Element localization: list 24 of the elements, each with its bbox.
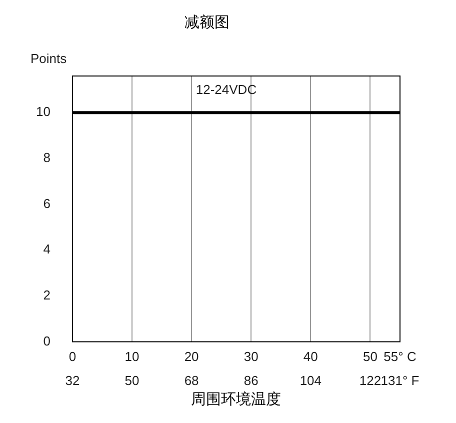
- x-tick-label: 0: [68, 349, 76, 364]
- x-tick-label: 50: [362, 349, 378, 364]
- annotation: 12-24VDC: [196, 82, 257, 98]
- y-tick-label: 8: [43, 150, 50, 166]
- x-tick-label: 40: [303, 349, 318, 364]
- y-tick-label: 4: [43, 242, 50, 257]
- x2-tick-label: 86: [244, 372, 258, 388]
- y-axis-title: Points: [30, 51, 68, 66]
- x-tick-label: 30: [244, 349, 258, 364]
- y-tick-label: 2: [43, 288, 50, 303]
- chart-title: 减额图: [184, 14, 230, 32]
- x-tick-label: 10: [124, 349, 140, 364]
- x-tick-label: 55° C: [384, 349, 416, 364]
- y-tick-label: 6: [43, 196, 50, 211]
- x2-tick-label: 68: [184, 372, 199, 388]
- x2-tick-label: 50: [124, 372, 140, 388]
- x-tick-label: 20: [184, 349, 199, 364]
- x2-tick-label: 131° F: [380, 372, 420, 388]
- x2-tick-label: 122: [359, 372, 382, 388]
- x2-tick-label: 104: [300, 372, 322, 388]
- x-axis-title: 周围环境温度: [191, 391, 282, 408]
- y-tick-label: 10: [36, 104, 50, 120]
- y-tick-label: 0: [43, 333, 50, 348]
- x2-tick-label: 32: [65, 372, 80, 388]
